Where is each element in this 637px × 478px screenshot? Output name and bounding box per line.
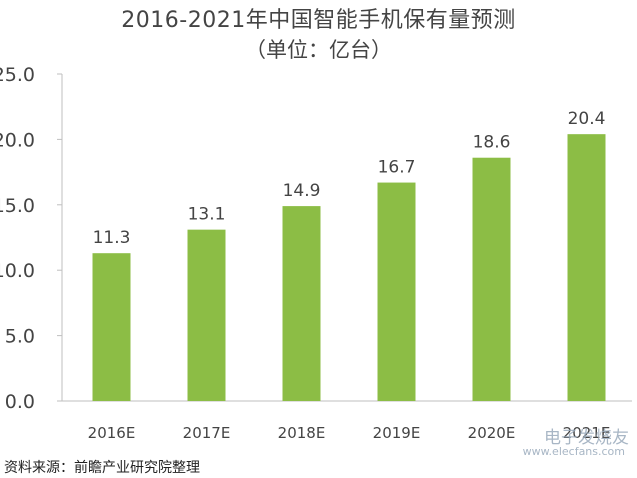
y-tick-label: 0.0: [5, 391, 35, 413]
y-tick-label: 15.0: [0, 195, 35, 217]
chart-title: 2016-2021年中国智能手机保有量预测: [121, 8, 516, 33]
bar: [92, 253, 131, 401]
bar-value-label: 16.7: [378, 158, 416, 178]
bar-value-label: 20.4: [568, 109, 606, 129]
watermark-brand: 电子发烧友: [544, 428, 629, 448]
bar: [472, 157, 511, 401]
source-note: 资料来源：前瞻产业研究院整理: [4, 460, 200, 476]
x-tick-label: 2018E: [278, 424, 326, 442]
x-tick-label: 2021E: [563, 424, 611, 442]
y-tick-label: 10.0: [0, 260, 35, 282]
x-tick-label: 2017E: [183, 424, 231, 442]
chart-subtitle: （单位：亿台）: [245, 38, 392, 62]
y-tick-label: 25.0: [0, 64, 35, 86]
y-tick-label: 20.0: [0, 129, 35, 151]
x-tick-label: 2016E: [88, 424, 136, 442]
bar: [567, 134, 606, 401]
bar: [187, 229, 226, 401]
watermark-url: www.elecfans.com: [522, 445, 625, 458]
bar: [282, 206, 321, 401]
bar-value-label: 14.9: [283, 181, 321, 201]
bar-value-label: 18.6: [473, 133, 511, 153]
bar: [377, 182, 416, 401]
y-tick-label: 5.0: [5, 326, 35, 348]
bar-value-label: 11.3: [93, 228, 131, 248]
bar-value-label: 13.1: [188, 205, 226, 225]
x-tick-label: 2019E: [373, 424, 421, 442]
x-tick-label: 2020E: [468, 424, 516, 442]
